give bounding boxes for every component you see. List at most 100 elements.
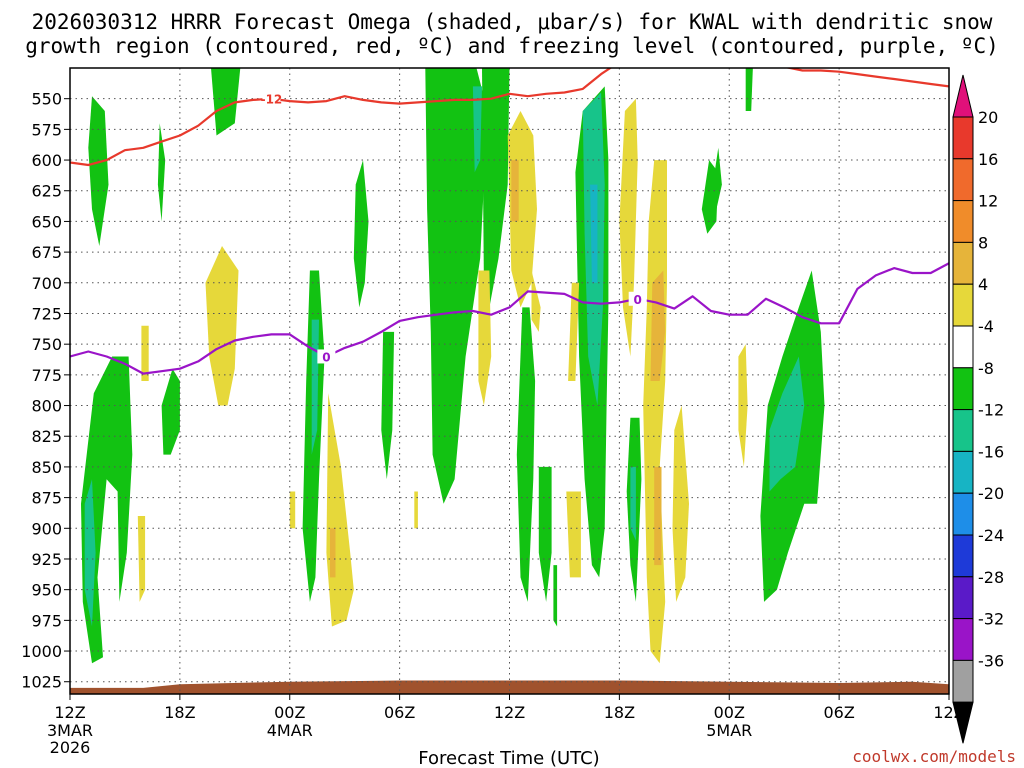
omega-region-negative [157,123,166,222]
y-tick-label: 925 [31,550,62,569]
omega-region-positive [289,491,296,529]
omega-region-positive [141,325,149,381]
omega-region-negative [425,68,488,504]
colorbar-bin [952,241,974,285]
y-tick-label: 825 [31,427,62,446]
dgz-contour-line-label-bg [262,91,281,106]
colorbar-level-label: 12 [978,192,998,211]
site-credit[interactable]: coolwx.com/models [852,747,1016,766]
colorbar-level-label: 20 [978,108,998,127]
x-tick-label: 12Z [54,703,85,722]
colorbar-bin [952,158,974,202]
colorbar-bottom-arrow [952,701,974,744]
freezing-level-line-label: 0 [322,350,330,364]
omega-region-positive [650,270,666,381]
colorbar-bin [952,367,974,411]
omega-region-positive [654,466,662,566]
colorbar-bin [952,659,974,703]
y-tick-label: 950 [31,581,62,600]
x-tick-label: 00Z [274,703,305,722]
colorbar-bin [952,200,974,243]
colorbar-bin [952,116,974,160]
y-tick-label: 550 [31,90,62,109]
y-tick-label: 675 [31,243,62,262]
colorbar-level-label: 4 [978,275,988,294]
omega-region-negative [211,68,241,136]
omega-shading [81,68,825,664]
colorbar-level-label: -28 [978,568,1004,587]
y-tick-label: 625 [31,182,62,201]
x-tick-label: 18Z [164,703,195,722]
colorbar-level-label: -4 [978,317,994,336]
omega-region-positive [738,344,748,467]
y-tick-label: 775 [31,366,62,385]
colorbar-level-label: -8 [978,359,994,378]
y-tick-label: 975 [31,611,62,630]
freezing-level-line-label-bg [628,291,647,306]
omega-region-positive [330,528,336,578]
y-tick-label: 800 [31,397,62,416]
colorbar: 20 16 12 8 4 -4 -8 -12 -16 -20 -24 -28 -32 -36 [952,74,1004,744]
colorbar-level-label: 8 [978,233,988,252]
colorbar-bin [952,283,974,327]
omega-region-positive [511,160,519,222]
omega-region-positive [568,282,580,381]
y-tick-label: 875 [31,489,62,508]
dgz-contour-line-label: -12 [261,93,283,107]
freezing-level-line-label: 0 [634,293,642,307]
chart-title-line1: 2026030312 HRRR Forecast Omega (shaded, … [31,10,993,34]
y-tick-label: 700 [31,274,62,293]
colorbar-level-label: -12 [978,401,1004,420]
omega-region-negative [553,565,558,627]
omega-region-negative [482,68,510,308]
omega-region-negative [745,68,753,111]
omega-region-positive [137,516,146,602]
x-tick-label: 12Z [494,703,525,722]
x-tick-label: 06Z [823,703,854,722]
y-tick-label: 1000 [21,642,62,661]
grid [70,68,949,694]
omega-region-negative [161,368,180,455]
colorbar-bin [952,534,974,578]
colorbar-bin [952,492,974,536]
y-tick-label: 650 [31,212,62,231]
omega-region-negative [538,466,552,602]
colorbar-bin [952,409,974,452]
y-tick-label: 600 [31,151,62,170]
omega-region-negative [88,96,109,246]
omega-region-negative [590,184,598,283]
x-tick-label: 18Z [604,703,635,722]
y-axis: 550 575 600 625 650 675 700 725 750 775 800 825 850 8… [21,90,70,692]
freezing-level-line-label-bg [317,349,336,364]
colorbar-bin [952,576,974,620]
omega-region-positive [672,405,689,602]
colorbar-level-label: -20 [978,484,1004,503]
colorbar-level-label: -24 [978,526,1004,545]
x-axis-label: Forecast Time (UTC) [418,748,599,768]
omega-region-positive [205,246,239,406]
colorbar-bin [952,618,974,661]
x-tick-date-label: 4MAR [267,721,313,740]
y-tick-label: 575 [31,120,62,139]
chart-title-line2: growth region (contoured, red, ºC) and f… [25,34,999,58]
omega-region-negative [769,356,805,492]
omega-region-positive [478,270,492,406]
colorbar-level-label: -16 [978,442,1004,461]
y-tick-label: 1025 [21,673,62,692]
colorbar-bin [952,450,974,494]
colorbar-level-label: 16 [978,150,998,169]
y-tick-label: 850 [31,458,62,477]
y-tick-label: 750 [31,335,62,354]
omega-region-negative [311,319,319,455]
x-tick-label: 06Z [384,703,415,722]
omega-region-negative [630,466,636,541]
colorbar-top-arrow [952,74,974,118]
colorbar-level-label: -32 [978,610,1004,629]
omega-region-negative [381,331,395,480]
omega-region-positive [566,491,581,578]
x-tick-date-label: 2026 [50,738,91,757]
y-tick-label: 725 [31,304,62,323]
omega-region-negative [353,160,369,308]
colorbar-level-label: -36 [978,651,1004,670]
